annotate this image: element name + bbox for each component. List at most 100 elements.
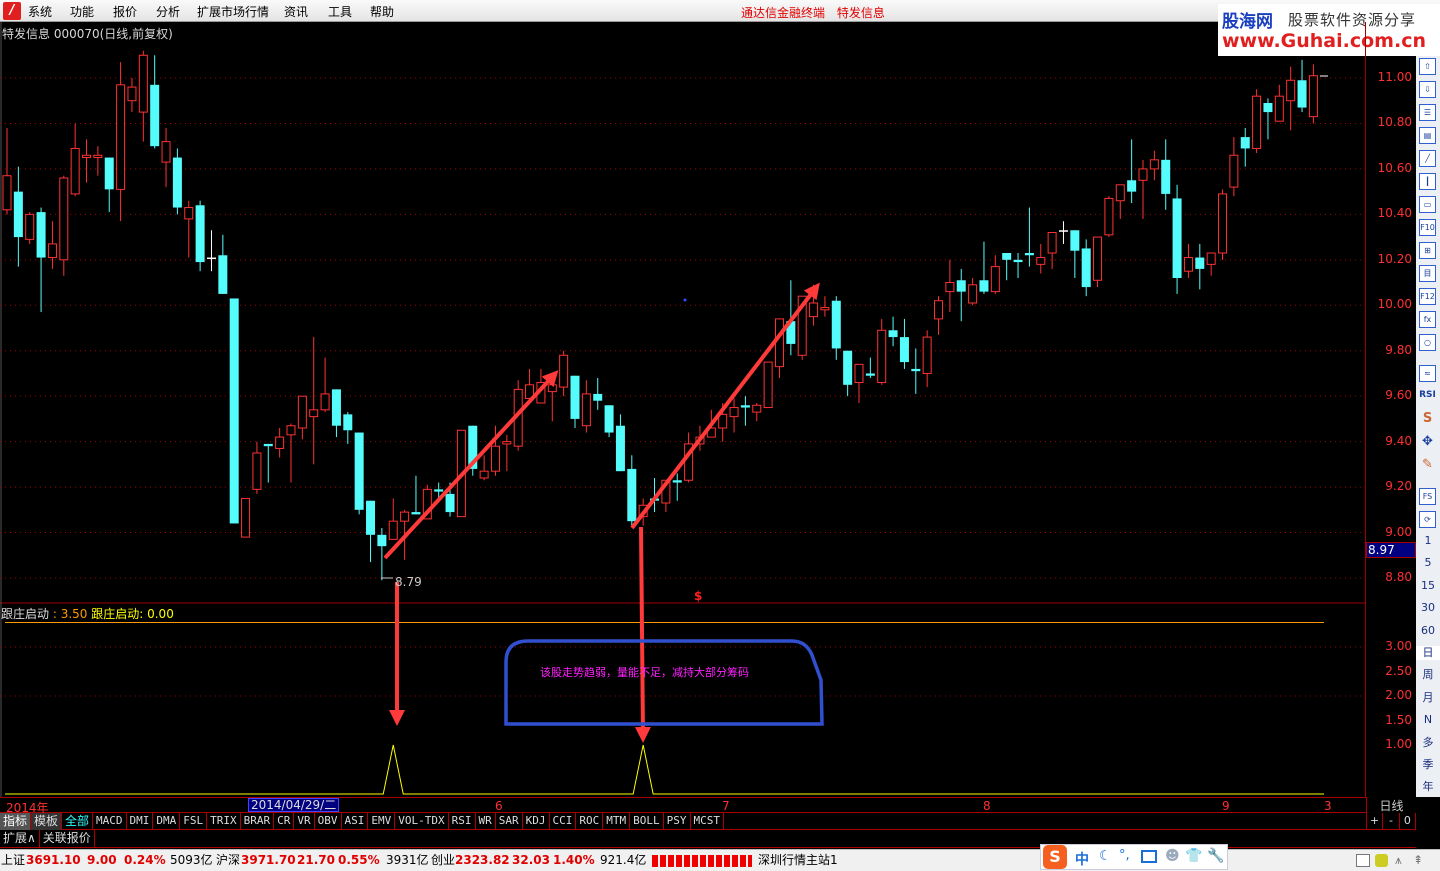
period-1[interactable]: 1: [1424, 534, 1432, 547]
menu-system[interactable]: 系统: [28, 5, 53, 19]
expand-button[interactable]: 扩展∧: [0, 830, 40, 847]
indicator-tab-指标[interactable]: 指标: [0, 813, 32, 830]
indicator-tab-rsi[interactable]: RSI: [449, 813, 476, 830]
indicator-tab-mtm[interactable]: MTM: [603, 813, 631, 830]
period-日[interactable]: 日: [1416, 646, 1440, 660]
zoom-out-button[interactable]: -: [1383, 813, 1400, 830]
candle-body: [366, 500, 376, 535]
indicator-tab-dmi[interactable]: DMI: [127, 813, 154, 830]
sogou-logo-icon[interactable]: S: [1043, 845, 1067, 869]
stock-s-icon[interactable]: S: [1422, 411, 1433, 426]
period-多[interactable]: 多: [1422, 735, 1434, 749]
menu-extended-market[interactable]: 扩展市场行情: [197, 5, 270, 19]
cy-pct: 1.40%: [553, 853, 595, 867]
candle: [82, 139, 92, 183]
candle-body: [1070, 230, 1080, 251]
indicator-tab-asi[interactable]: ASI: [342, 813, 369, 830]
zoom-in-button[interactable]: +: [1367, 813, 1384, 830]
up-arrow-icon[interactable]: ⇧: [1419, 58, 1436, 75]
wave-icon[interactable]: ≈: [1419, 365, 1436, 382]
menu-function[interactable]: 功能: [70, 5, 95, 19]
indicator-tab-cr[interactable]: CR: [274, 813, 295, 830]
moon-icon[interactable]: ☾: [1099, 848, 1112, 864]
server-name[interactable]: 深圳行情主站1: [758, 853, 838, 867]
period-15[interactable]: 15: [1421, 578, 1435, 592]
period-年[interactable]: 年: [1422, 780, 1434, 794]
period-label[interactable]: 日线: [1366, 797, 1416, 813]
refresh-icon[interactable]: ⟳: [1419, 511, 1436, 528]
keyboard-icon[interactable]: [1141, 850, 1157, 863]
circle-icon[interactable]: ○: [1419, 334, 1436, 351]
coin-icon[interactable]: [1375, 854, 1388, 867]
period-5[interactable]: 5: [1424, 556, 1432, 570]
indicator-tab-全部[interactable]: 全部: [62, 813, 94, 830]
candle: [1036, 243, 1046, 274]
period-周[interactable]: 周: [1422, 668, 1434, 682]
indicator-tab-mcst[interactable]: MCST: [691, 813, 725, 830]
move-icon[interactable]: ✥: [1422, 434, 1433, 449]
indicator-tab-emv[interactable]: EMV: [368, 813, 396, 830]
indicator-tab-vr[interactable]: VR: [294, 813, 315, 830]
list-report-icon[interactable]: ☰: [1419, 104, 1436, 121]
up-icon[interactable]: ⇞: [1413, 853, 1424, 867]
kline-chart[interactable]: [0, 22, 1366, 797]
indicator-tab-brar[interactable]: BRAR: [241, 813, 275, 830]
fs-icon[interactable]: FS: [1419, 488, 1436, 505]
tree-icon[interactable]: ⊞: [1419, 242, 1436, 259]
indicator-tab-trix[interactable]: TRIX: [207, 813, 241, 830]
ime-mode[interactable]: 中: [1075, 852, 1089, 868]
candle: [1024, 207, 1034, 267]
period-60[interactable]: 60: [1421, 623, 1435, 637]
candle-body: [1093, 236, 1103, 281]
table-icon[interactable]: ▤: [1419, 127, 1436, 144]
candle-body: [206, 257, 216, 260]
user-icon[interactable]: ☻: [1165, 848, 1180, 864]
notes-icon[interactable]: [1356, 854, 1370, 867]
rsi-icon[interactable]: RSI: [1419, 390, 1436, 400]
period-季[interactable]: 季: [1422, 758, 1434, 771]
candle-body: [763, 361, 773, 409]
indicator-tab-psy[interactable]: PSY: [664, 813, 691, 830]
indicator-tab-fsl[interactable]: FSL: [180, 813, 208, 830]
line-chart-icon[interactable]: ╱: [1419, 150, 1436, 167]
menu-analysis[interactable]: 分析: [156, 5, 181, 19]
indicator-tab-模板[interactable]: 模板: [31, 813, 63, 830]
formula-icon[interactable]: fx: [1419, 311, 1436, 328]
f12-icon[interactable]: F12: [1419, 288, 1436, 305]
window-icon[interactable]: ▭: [1419, 196, 1436, 213]
indicator-tab-macd[interactable]: MACD: [93, 813, 127, 830]
indicator-tab-boll[interactable]: BOLL: [630, 813, 664, 830]
indicator-tab-sar[interactable]: SAR: [496, 813, 523, 830]
candle-body: [184, 207, 194, 220]
notes-icon[interactable]: 目: [1419, 265, 1436, 282]
menu-news[interactable]: 资讯: [284, 5, 309, 19]
period-N[interactable]: N: [1423, 713, 1433, 727]
candle: [740, 396, 750, 426]
f10-icon[interactable]: F10: [1419, 219, 1436, 236]
period-30[interactable]: 30: [1421, 601, 1435, 615]
indicator-tab-vol-tdx[interactable]: VOL-TDX: [395, 813, 449, 830]
related-quote-button[interactable]: 关联报价: [40, 830, 95, 847]
indicator-tab-kdj[interactable]: KDJ: [523, 813, 550, 830]
indicator-tab-dma[interactable]: DMA: [153, 813, 181, 830]
candle-body: [36, 212, 46, 258]
pencil-icon[interactable]: ✎: [1422, 457, 1433, 472]
down-arrow-icon[interactable]: ⇩: [1419, 81, 1436, 98]
zoom-reset-button[interactable]: 0: [1400, 813, 1416, 830]
menu-help[interactable]: 帮助: [370, 5, 395, 19]
menu-tools[interactable]: 工具: [328, 5, 353, 19]
punctuation-icon[interactable]: °,: [1119, 848, 1130, 863]
indicator-tab-obv[interactable]: OBV: [315, 813, 342, 830]
skin-icon[interactable]: 👕: [1185, 848, 1203, 864]
wrench-icon[interactable]: 🔧: [1207, 848, 1225, 864]
period-月[interactable]: 月: [1422, 690, 1434, 704]
indicator-tab-cci[interactable]: CCI: [550, 813, 577, 830]
indicator-tab-roc[interactable]: ROC: [576, 813, 604, 830]
candle-body: [138, 54, 148, 113]
candle-chart-icon[interactable]: ┃: [1419, 173, 1436, 190]
candle: [252, 441, 262, 494]
indicator-tab-wr[interactable]: WR: [476, 813, 496, 830]
menu-quote[interactable]: 报价: [113, 5, 138, 19]
candle-body: [934, 300, 944, 320]
candle: [1286, 66, 1296, 131]
